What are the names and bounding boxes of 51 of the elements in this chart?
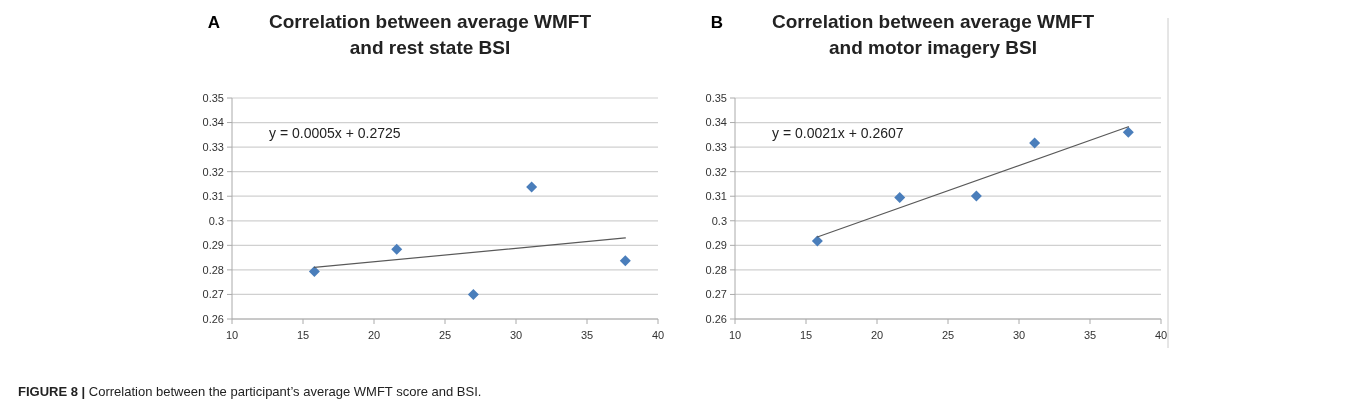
x-tick-label: 25 [438,329,452,341]
x-tick-label: 30 [509,329,523,341]
point [391,243,403,255]
y-tick-label: 0.29 [705,239,727,252]
y-tick-label: 0.35 [202,91,224,104]
y-tick-label: 0.31 [202,190,224,203]
y-tick-label: 0.29 [202,239,224,252]
y-tick-label: 0.3 [208,214,224,227]
y-tick-label: 0.33 [202,140,224,153]
y-tick-label: 0.33 [705,140,727,153]
point [894,191,906,203]
x-tick-label: 10 [728,329,742,341]
x-tick-label: 40 [651,329,665,341]
x-tick-label: 35 [1083,329,1097,341]
y-tick-label: 0.27 [202,288,224,301]
text: B [710,13,724,32]
annotation: y = 0.0005x + 0.2725 [269,125,401,141]
point [619,255,631,267]
point [1122,126,1134,138]
x-tick-label: 20 [367,329,381,341]
text: A [207,13,221,32]
y-tick-label: 0.26 [202,312,224,325]
y-tick-label: 0.32 [705,165,727,178]
y-tick-label: 0.28 [202,263,224,276]
y-tick-label: 0.34 [202,116,224,129]
y-tick-label: 0.34 [705,116,727,129]
x-tick-label: 20 [870,329,884,341]
y-tick-label: 0.35 [705,91,727,104]
x-tick-label: 40 [1154,329,1168,341]
y-tick-label: 0.28 [705,263,727,276]
chart-title: Correlation between average WMFT and motor imagery BSI [771,11,1095,58]
x-tick-label: 15 [296,329,310,341]
x-tick-label: 10 [225,329,239,341]
point [1029,137,1041,149]
y-tick-label: 0.31 [705,190,727,203]
x-tick-label: 30 [1012,329,1026,341]
y-tick-label: 0.3 [711,214,727,227]
point [308,266,320,278]
caption: FIGURE 8 | Correlation between the participant’s average WMFT score and BSI. [18,384,482,399]
point [811,235,823,247]
point [970,190,982,202]
x-tick-label: 25 [941,329,955,341]
y-tick-label: 0.32 [202,165,224,178]
y-tick-label: 0.26 [705,312,727,325]
x-tick-label: 35 [580,329,594,341]
annotation: y = 0.0021x + 0.2607 [772,125,904,141]
point [467,288,479,300]
y-tick-label: 0.27 [705,288,727,301]
x-tick-label: 15 [799,329,813,341]
chart-title: Correlation between average WMFT and rest state BSI [268,11,592,58]
point [526,181,538,193]
